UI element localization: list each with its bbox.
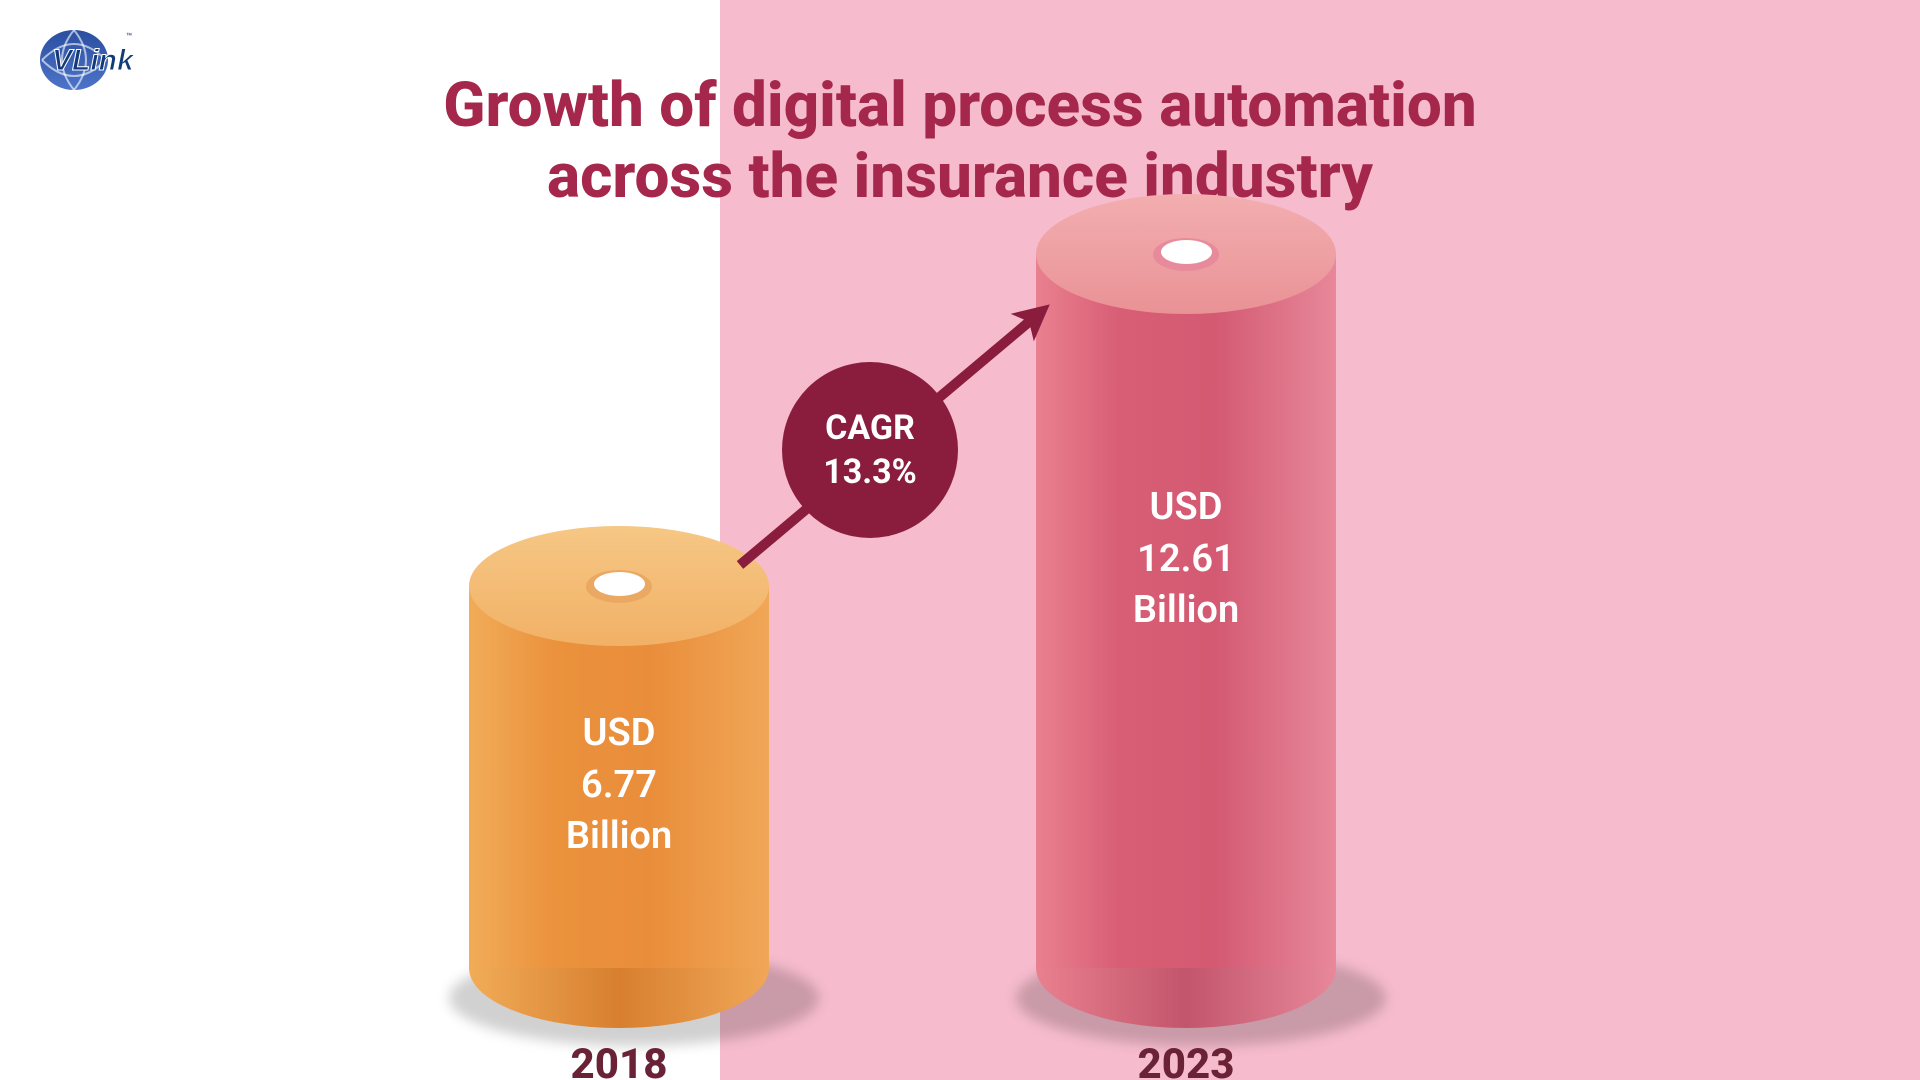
bar-2018: USD6.77Billion (469, 586, 769, 968)
year-label: 2023 (1036, 1040, 1336, 1080)
bar-2023: USD12.61Billion (1036, 254, 1336, 968)
cylinder-hole (1161, 240, 1212, 264)
year-label: 2018 (469, 1040, 769, 1080)
cylinder-value-label: USD12.61Billion (1036, 482, 1336, 636)
infographic-stage: VLink ™ Growth of digital process automa… (0, 0, 1920, 1080)
value-currency: USD (1036, 482, 1336, 533)
svg-text:™: ™ (126, 32, 132, 43)
cagr-label: CAGR (825, 406, 915, 450)
cylinder-value-label: USD6.77Billion (469, 708, 769, 862)
value-number: 6.77 (469, 760, 769, 811)
chart-title: Growth of digital process automation acr… (0, 70, 1920, 213)
value-number: 12.61 (1036, 534, 1336, 585)
value-unit: Billion (469, 811, 769, 862)
cagr-badge: CAGR 13.3% (782, 362, 958, 538)
value-unit: Billion (1036, 585, 1336, 636)
cylinder-hole (594, 572, 645, 596)
title-line-1: Growth of digital process automation (443, 69, 1476, 142)
cagr-value: 13.3% (823, 450, 917, 494)
value-currency: USD (469, 708, 769, 759)
